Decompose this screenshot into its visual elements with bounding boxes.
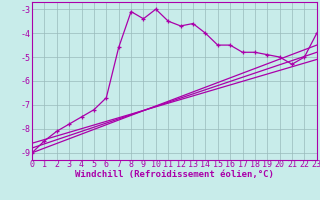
X-axis label: Windchill (Refroidissement éolien,°C): Windchill (Refroidissement éolien,°C) — [75, 170, 274, 179]
